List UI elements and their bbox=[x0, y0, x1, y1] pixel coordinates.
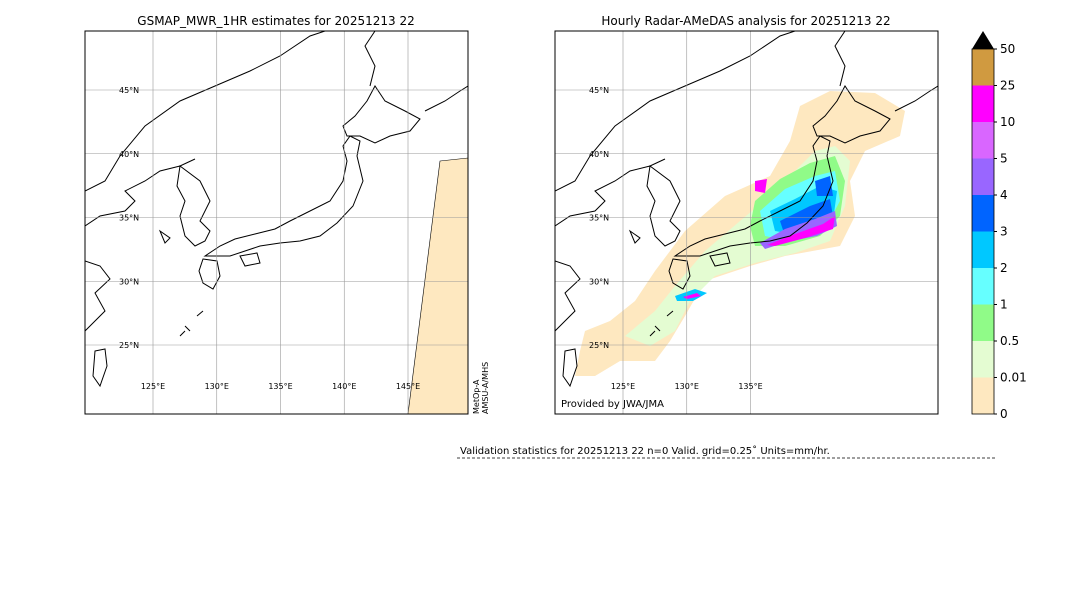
colorbar-extend bbox=[972, 31, 994, 49]
lat-label: 45°N bbox=[119, 86, 139, 95]
colorbar-label: 5 bbox=[1000, 152, 1008, 166]
colorbar-label: 4 bbox=[1000, 188, 1008, 202]
swath bbox=[407, 157, 468, 414]
colorbar-label: 3 bbox=[1000, 225, 1008, 239]
colorbar-label: 10 bbox=[1000, 115, 1015, 129]
colorbar-segment bbox=[972, 49, 994, 86]
colorbar-segment bbox=[972, 85, 994, 122]
colorbar-label: 1 bbox=[1000, 298, 1008, 312]
lat-label: 40°N bbox=[589, 150, 609, 159]
colorbar-label: 0.01 bbox=[1000, 371, 1027, 385]
lat-label: 25°N bbox=[589, 341, 609, 350]
colorbar-segment bbox=[972, 304, 994, 341]
lat-label: 30°N bbox=[119, 277, 139, 286]
credit: Provided by JWA/JMA bbox=[561, 399, 664, 410]
lon-label: 125°E bbox=[611, 382, 635, 391]
validation-text: Validation statistics for 20251213 22 n=… bbox=[460, 445, 830, 457]
left-title: GSMAP_MWR_1HR estimates for 20251213 22 bbox=[137, 14, 414, 28]
lon-label: 135°E bbox=[738, 382, 762, 391]
colorbar-label: 0.5 bbox=[1000, 334, 1019, 348]
colorbar-segment bbox=[972, 122, 994, 159]
lon-label: 130°E bbox=[205, 382, 229, 391]
satellite-label: MetOp-A bbox=[472, 379, 481, 414]
lon-label: 145°E bbox=[396, 382, 420, 391]
lat-label: 25°N bbox=[119, 341, 139, 350]
colorbar-label: 0 bbox=[1000, 407, 1008, 421]
lon-label: 125°E bbox=[141, 382, 165, 391]
colorbar-label: 2 bbox=[1000, 261, 1008, 275]
lat-label: 35°N bbox=[119, 214, 139, 223]
right-map bbox=[554, 30, 939, 415]
colorbar-segment bbox=[972, 341, 994, 378]
colorbar-segment bbox=[972, 268, 994, 305]
lat-label: 40°N bbox=[119, 150, 139, 159]
lat-label: 30°N bbox=[589, 277, 609, 286]
colorbar-segment bbox=[972, 158, 994, 195]
precipitation bbox=[575, 91, 905, 376]
colorbar-segment bbox=[972, 377, 994, 414]
colorbar-segment bbox=[972, 195, 994, 232]
colorbar-segment bbox=[972, 231, 994, 268]
right-title: Hourly Radar-AMeDAS analysis for 2025121… bbox=[601, 14, 890, 28]
lat-label: 45°N bbox=[589, 86, 609, 95]
lon-label: 140°E bbox=[332, 382, 356, 391]
colorbar-label: 50 bbox=[1000, 42, 1015, 56]
lon-label: 130°E bbox=[675, 382, 699, 391]
colorbar: 0 0.01 0.5 1 2 3 4 5 10 25 50 bbox=[971, 31, 1027, 421]
satellite-label: AMSU-A/MHS bbox=[481, 362, 490, 414]
lat-label: 35°N bbox=[589, 214, 609, 223]
left-map bbox=[84, 30, 469, 415]
lon-label: 135°E bbox=[268, 382, 292, 391]
colorbar-label: 25 bbox=[1000, 79, 1015, 93]
